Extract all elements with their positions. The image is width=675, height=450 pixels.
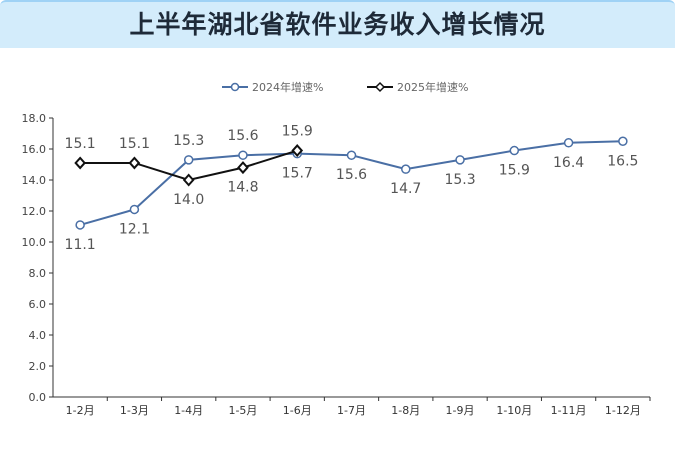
y-tick-label: 2.0 xyxy=(29,360,47,373)
data-point xyxy=(618,136,628,146)
data-label: 15.3 xyxy=(444,172,475,188)
x-tick-label: 1-4月 xyxy=(174,404,203,417)
data-label: 15.1 xyxy=(119,136,150,152)
data-point xyxy=(128,156,141,170)
x-tick-label: 1-2月 xyxy=(66,404,95,417)
data-point xyxy=(346,150,357,160)
data-point xyxy=(291,144,304,158)
legend-label: 2025年增速% xyxy=(397,80,468,94)
x-tick-label: 1-7月 xyxy=(337,404,366,417)
y-tick-label: 0.0 xyxy=(29,391,47,404)
data-label: 15.1 xyxy=(65,136,96,152)
data-point xyxy=(238,150,248,160)
data-point xyxy=(563,138,574,148)
data-label: 11.1 xyxy=(65,237,96,253)
x-tick-label: 1-11月 xyxy=(551,404,587,417)
data-label: 16.4 xyxy=(553,155,584,171)
legend-label: 2024年增速% xyxy=(252,80,323,94)
data-label: 14.8 xyxy=(227,180,258,196)
data-label: 15.3 xyxy=(173,133,204,149)
y-tick-label: 4.0 xyxy=(29,329,47,342)
x-tick-label: 1-5月 xyxy=(228,404,257,417)
data-point xyxy=(183,155,194,165)
y-tick-label: 6.0 xyxy=(29,298,47,311)
data-label: 15.9 xyxy=(499,163,530,179)
data-point xyxy=(74,156,86,170)
chart-title: 上半年湖北省软件业务收入增长情况 xyxy=(129,10,546,39)
data-label: 12.1 xyxy=(119,221,150,237)
x-tick-label: 1-12月 xyxy=(605,404,641,417)
data-label: 16.5 xyxy=(607,153,638,169)
y-tick-label: 16.0 xyxy=(22,143,47,156)
y-tick-label: 18.0 xyxy=(22,112,47,125)
x-tick-label: 1-6月 xyxy=(283,404,312,417)
data-label: 14.7 xyxy=(390,181,421,197)
title-banner: 上半年湖北省软件业务收入增长情况 xyxy=(0,0,675,48)
data-label: 15.9 xyxy=(282,124,313,140)
data-point xyxy=(237,161,249,175)
x-tick-label: 1-3月 xyxy=(120,404,149,417)
data-label: 15.7 xyxy=(282,166,313,182)
data-point xyxy=(455,155,465,165)
data-label: 14.0 xyxy=(173,192,204,208)
data-point xyxy=(182,173,195,187)
data-point xyxy=(75,220,85,230)
y-tick-label: 12.0 xyxy=(22,205,47,218)
x-tick-label: 1-8月 xyxy=(391,404,420,417)
x-tick-label: 1-9月 xyxy=(446,404,475,417)
data-label: 15.6 xyxy=(227,128,258,144)
y-tick-label: 10.0 xyxy=(22,236,47,249)
data-point xyxy=(509,145,520,156)
legend-marker xyxy=(374,81,386,93)
data-point xyxy=(401,164,411,174)
line-chart: 0.0 2.0 4.0 6.0 8.0 10.0 12.0 14.0 16.0 18.0 1-2月 1… xyxy=(22,80,651,417)
y-tick-label: 14.0 xyxy=(22,174,47,187)
x-tick-label: 1-10月 xyxy=(496,404,532,417)
legend-marker xyxy=(230,82,240,92)
data-point xyxy=(129,204,140,215)
data-label: 15.6 xyxy=(336,167,367,183)
y-tick-label: 8.0 xyxy=(29,267,47,280)
